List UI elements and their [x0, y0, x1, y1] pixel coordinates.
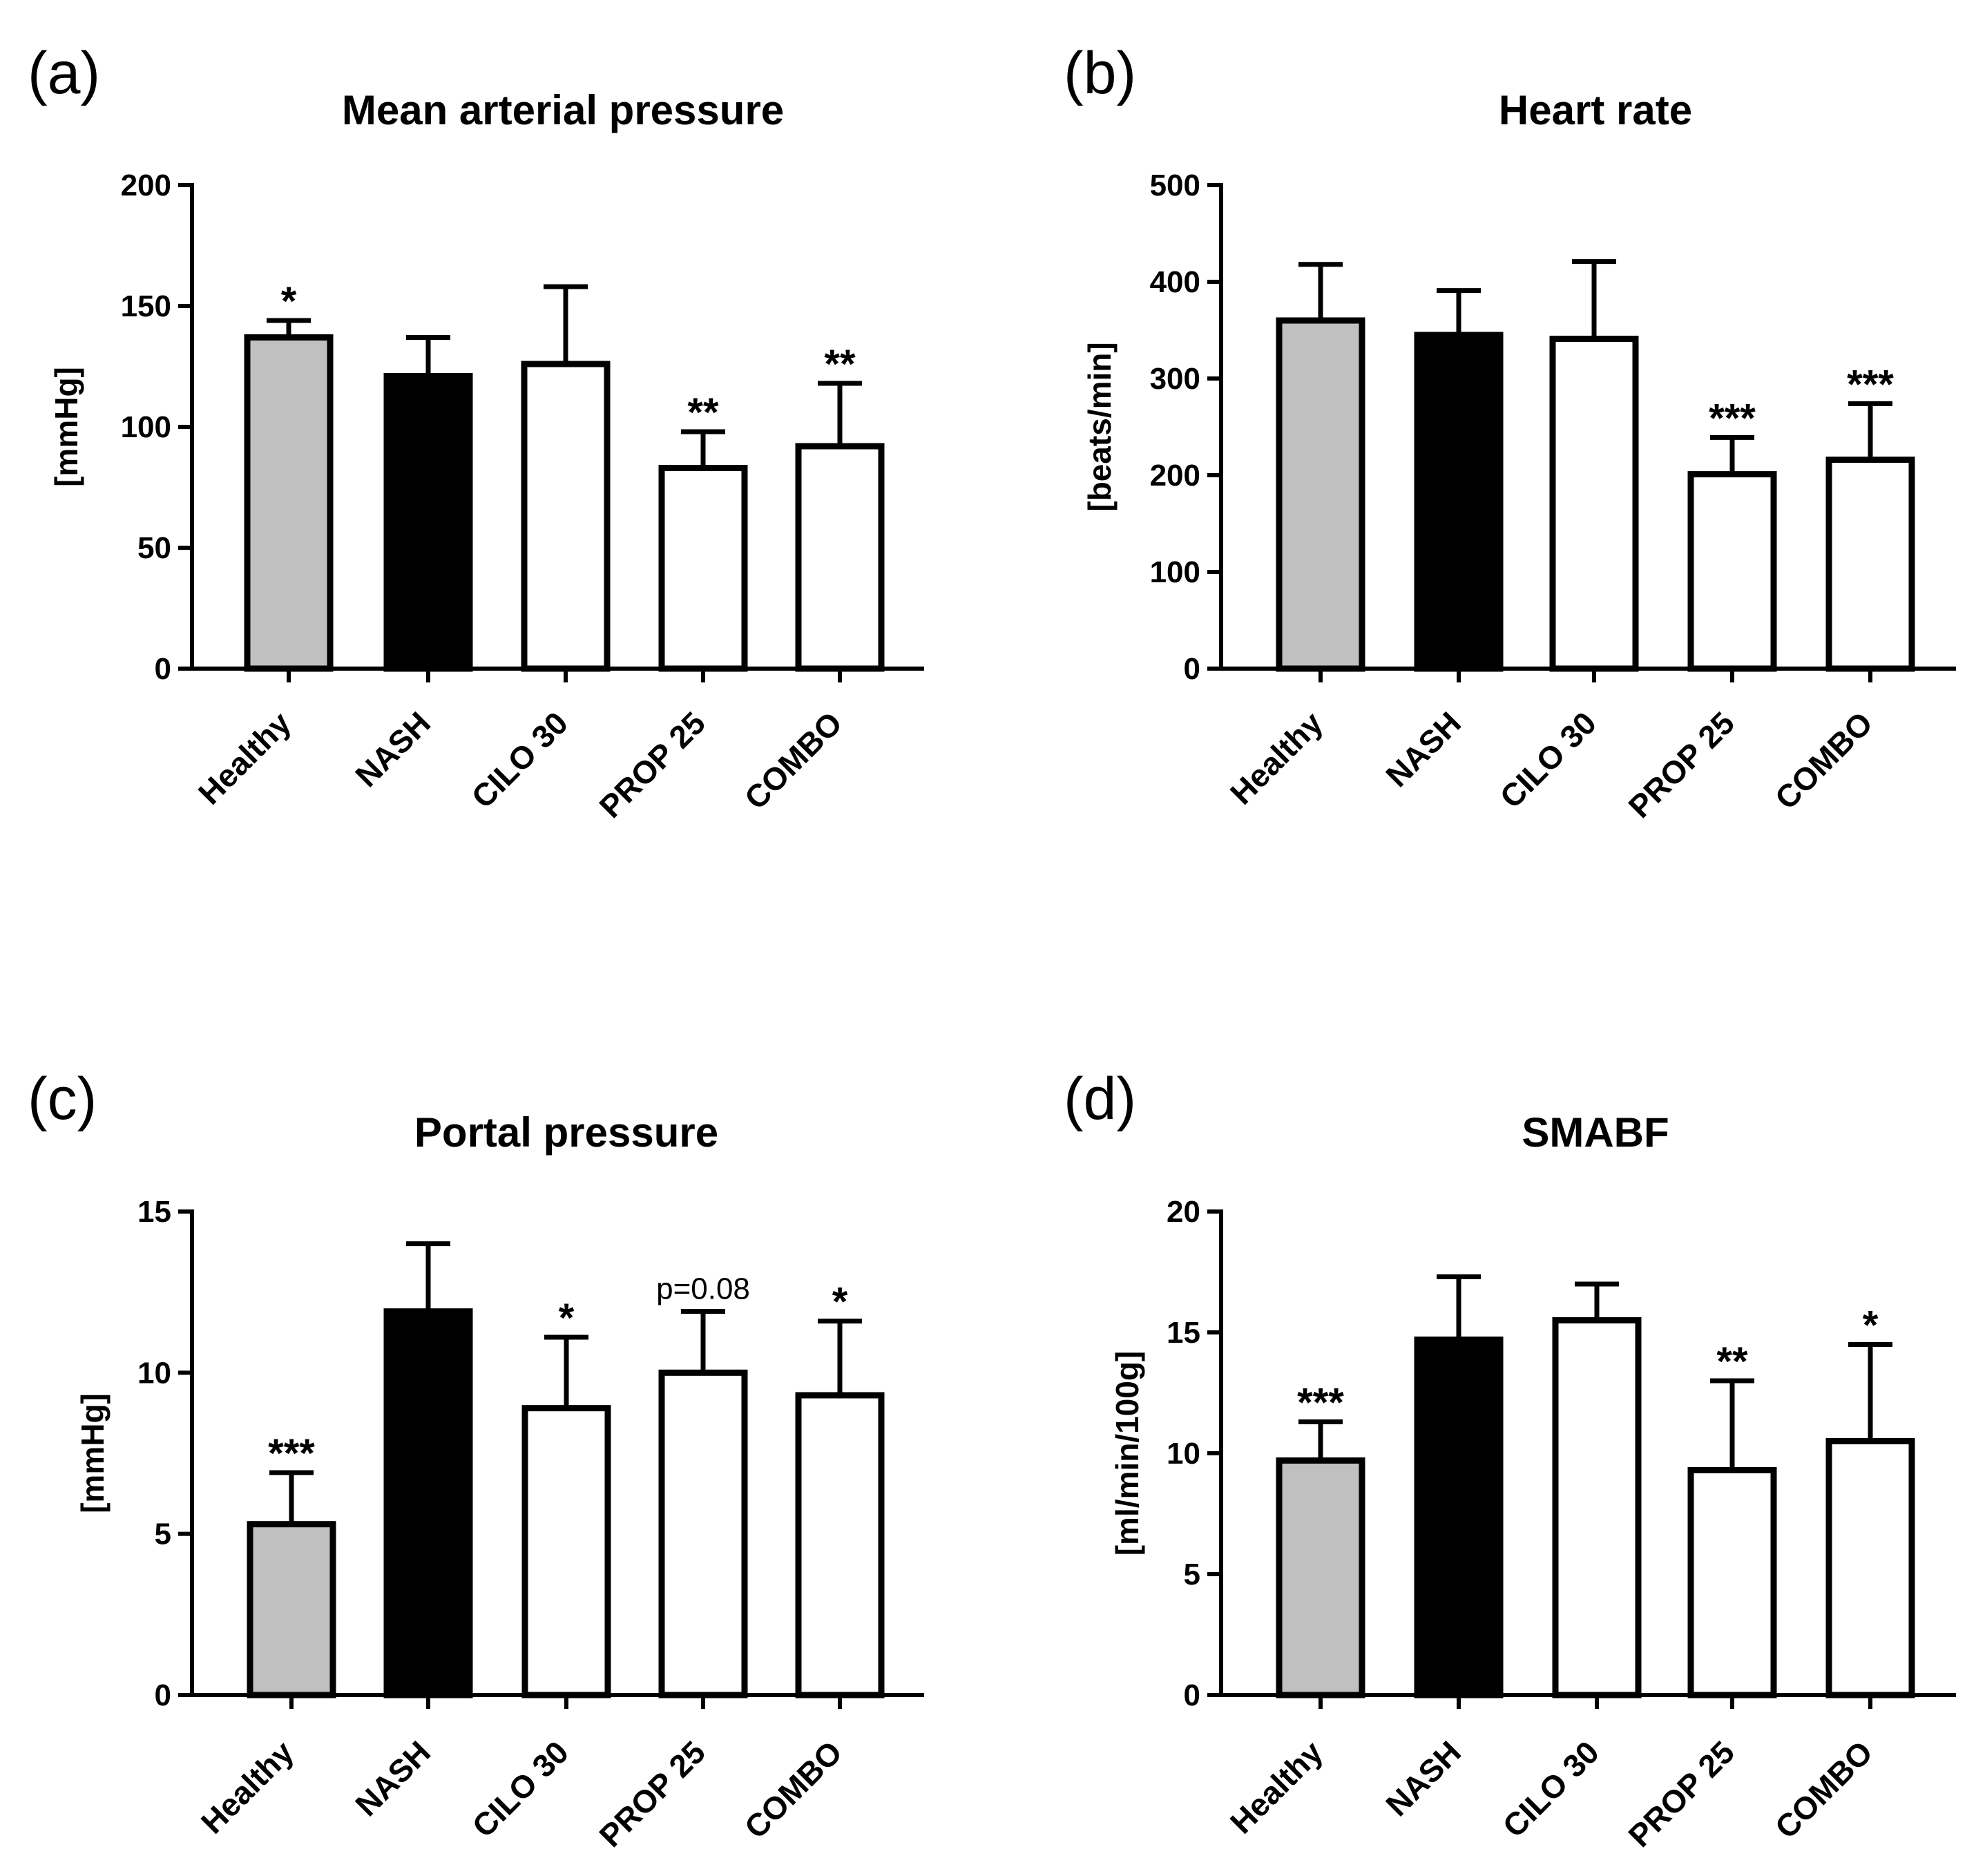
category-label: COMBO: [738, 1734, 849, 1845]
category-label: CILO 30: [1493, 705, 1603, 815]
significance-label: **: [687, 390, 719, 435]
significance-label: ***: [1297, 1381, 1344, 1426]
category-label: Healthy: [191, 705, 298, 812]
category-label: CILO 30: [464, 705, 575, 815]
y-tick-label: 0: [1184, 1678, 1200, 1712]
y-tick-label: 100: [121, 410, 171, 444]
category-label: PROP 25: [592, 705, 712, 825]
y-axis-label: [ml/min/100g]: [1109, 1351, 1145, 1556]
significance-label: *: [832, 1280, 848, 1325]
bar-prop-25: [658, 465, 748, 672]
bar-nash: [1414, 332, 1504, 672]
y-tick-label: 200: [121, 169, 171, 202]
category-label: COMBO: [1768, 1734, 1879, 1845]
y-tick-label: 200: [1150, 459, 1200, 492]
y-tick-label: 500: [1150, 169, 1200, 202]
category-label: COMBO: [1768, 705, 1879, 816]
category-label: Healthy: [1223, 1734, 1330, 1841]
bar-nash: [1414, 1337, 1504, 1698]
y-tick-label: 20: [1167, 1195, 1200, 1229]
category-label: PROP 25: [1621, 705, 1741, 825]
bar-cilo-30: [521, 1405, 611, 1698]
bar-prop-25: [658, 1369, 748, 1698]
bar-healthy: [1276, 1457, 1365, 1698]
y-tick-label: 0: [155, 1678, 171, 1712]
chart-panel-c: (c) Portal pressure [mmHg] *** Healthy NASH * C…: [28, 1066, 924, 1854]
significance-label: ***: [1709, 396, 1756, 441]
bar-combo: [795, 1392, 885, 1698]
bar-combo: [795, 443, 885, 672]
significance-label: p=0.08: [656, 1272, 750, 1306]
category-label: NASH: [1379, 705, 1468, 794]
category-label: PROP 25: [592, 1734, 712, 1854]
y-axis-label: [beats/min]: [1082, 342, 1118, 511]
category-label: NASH: [348, 1734, 437, 1823]
y-tick-label: 0: [155, 652, 171, 686]
category-label: Healthy: [1223, 705, 1330, 812]
chart-panel-b: (b) Heart rate [beats/min] Healthy NASH CILO …: [1064, 40, 1956, 825]
category-label: COMBO: [738, 705, 849, 816]
significance-label: *: [1863, 1303, 1879, 1348]
significance-label: ***: [268, 1431, 315, 1476]
bar-cilo-30: [1552, 1317, 1642, 1698]
category-label: NASH: [348, 705, 437, 794]
significance-label: *: [281, 279, 297, 324]
bar-cilo-30: [1549, 336, 1639, 672]
y-tick-label: 300: [1150, 362, 1200, 396]
bar-nash: [383, 1308, 473, 1698]
panel-label: (c): [28, 1066, 97, 1132]
category-label: PROP 25: [1621, 1734, 1741, 1854]
significance-label: *: [559, 1296, 575, 1341]
bar-cilo-30: [521, 361, 611, 672]
chart-title: Heart rate: [1499, 87, 1692, 133]
chart-title: Mean arterial pressure: [342, 87, 784, 133]
y-tick-label: 50: [137, 531, 171, 565]
bar-prop-25: [1687, 471, 1777, 672]
chart-title: SMABF: [1522, 1109, 1669, 1156]
y-tick-label: 10: [1167, 1437, 1200, 1471]
bar-combo: [1825, 1438, 1915, 1698]
y-tick-label: 5: [1184, 1558, 1200, 1591]
significance-label: ***: [1847, 362, 1894, 407]
panel-label: (d): [1064, 1066, 1136, 1132]
y-tick-label: 0: [1184, 652, 1200, 686]
y-tick-label: 15: [1167, 1316, 1200, 1350]
category-label: CILO 30: [1495, 1734, 1606, 1844]
y-tick-label: 10: [137, 1356, 171, 1390]
y-tick-label: 100: [1150, 555, 1200, 589]
bar-prop-25: [1687, 1467, 1777, 1698]
panel-label: (b): [1064, 40, 1136, 106]
bar-nash: [383, 373, 473, 672]
bar-healthy: [247, 1521, 336, 1698]
bar-healthy: [244, 334, 334, 672]
chart-title: Portal pressure: [414, 1109, 718, 1156]
chart-panel-d: (d)SMABF[ml/min/100g] ***Healthy NASH CILO …: [1064, 1066, 1956, 1854]
y-axis-label: [mmHg]: [48, 367, 84, 487]
y-tick-label: 150: [121, 289, 171, 323]
y-tick-label: 5: [155, 1518, 171, 1551]
y-axis-label: [mmHg]: [75, 1393, 111, 1513]
category-label: NASH: [1379, 1734, 1468, 1823]
bar-combo: [1825, 457, 1915, 672]
category-label: Healthy: [194, 1734, 301, 1841]
chart-panel-a: (a) Mean arterial pressure [mmHg] * Healthy N…: [28, 40, 924, 825]
significance-label: **: [1716, 1339, 1748, 1384]
category-label: CILO 30: [465, 1734, 575, 1844]
significance-label: **: [824, 342, 856, 387]
panel-label: (a): [28, 40, 100, 106]
y-tick-label: 15: [137, 1195, 171, 1229]
y-tick-label: 400: [1150, 265, 1200, 299]
bar-healthy: [1276, 317, 1365, 672]
